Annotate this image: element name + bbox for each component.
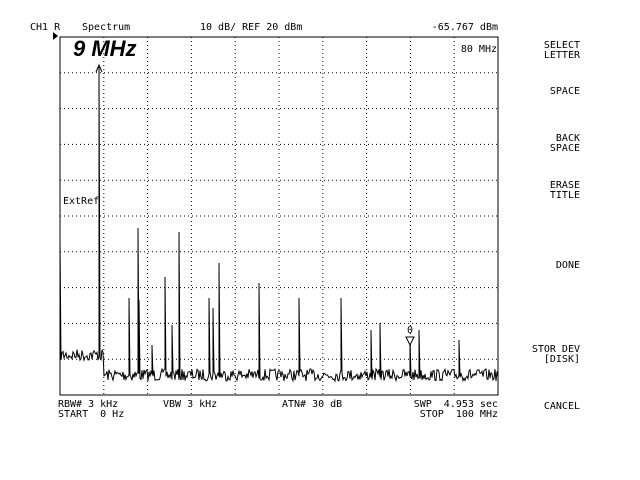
softkey-label[interactable]: SPACE <box>550 143 580 154</box>
channel: CH1 R <box>30 22 61 33</box>
softkey-label[interactable]: [DISK] <box>544 354 580 365</box>
marker-label: 0 <box>407 325 413 336</box>
ref-arrow <box>53 32 58 40</box>
scale: 10 dB/ REF 20 dBm <box>200 22 302 33</box>
spectrum-trace <box>59 66 499 383</box>
softkey-label[interactable]: ERASE <box>550 180 580 191</box>
softkey-label[interactable]: CANCEL <box>544 401 580 412</box>
softkey-label[interactable]: SELECT <box>544 40 580 51</box>
softkey-label[interactable]: BACK <box>556 133 580 144</box>
marker-frequency: 80 MHz <box>461 44 497 55</box>
softkey-label[interactable]: TITLE <box>550 190 580 201</box>
softkey-label[interactable]: LETTER <box>544 50 581 61</box>
softkey[interactable]: SPACE <box>550 86 580 97</box>
start: START 0 Hz <box>58 409 124 420</box>
frame <box>59 36 499 396</box>
softkey-label[interactable]: STOR DEV <box>532 344 580 355</box>
mode: Spectrum <box>82 22 130 33</box>
peak-marker <box>95 63 103 73</box>
softkeys: SELECTLETTERSPACEBACKSPACEERASETITLEDONE… <box>532 40 581 412</box>
atn: ATN# 30 dB <box>282 399 342 410</box>
stop: STOP 100 MHz <box>420 409 498 420</box>
readout: -65.767 dBm <box>432 22 498 33</box>
reference-label: ExtRef <box>63 196 99 207</box>
softkey[interactable]: CANCEL <box>544 401 580 412</box>
softkey-label[interactable]: DONE <box>556 260 580 271</box>
softkey[interactable]: DONE <box>556 260 580 271</box>
rbw: RBW# 3 kHz <box>58 399 118 410</box>
softkey-label[interactable]: SPACE <box>550 86 580 97</box>
softkey[interactable]: STOR DEV[DISK] <box>532 344 580 365</box>
graticule <box>60 37 498 395</box>
marker <box>405 336 415 347</box>
sweep: SWP 4.953 sec <box>414 399 498 410</box>
vbw: VBW 3 kHz <box>163 399 217 410</box>
title: 9 MHz <box>73 36 137 61</box>
